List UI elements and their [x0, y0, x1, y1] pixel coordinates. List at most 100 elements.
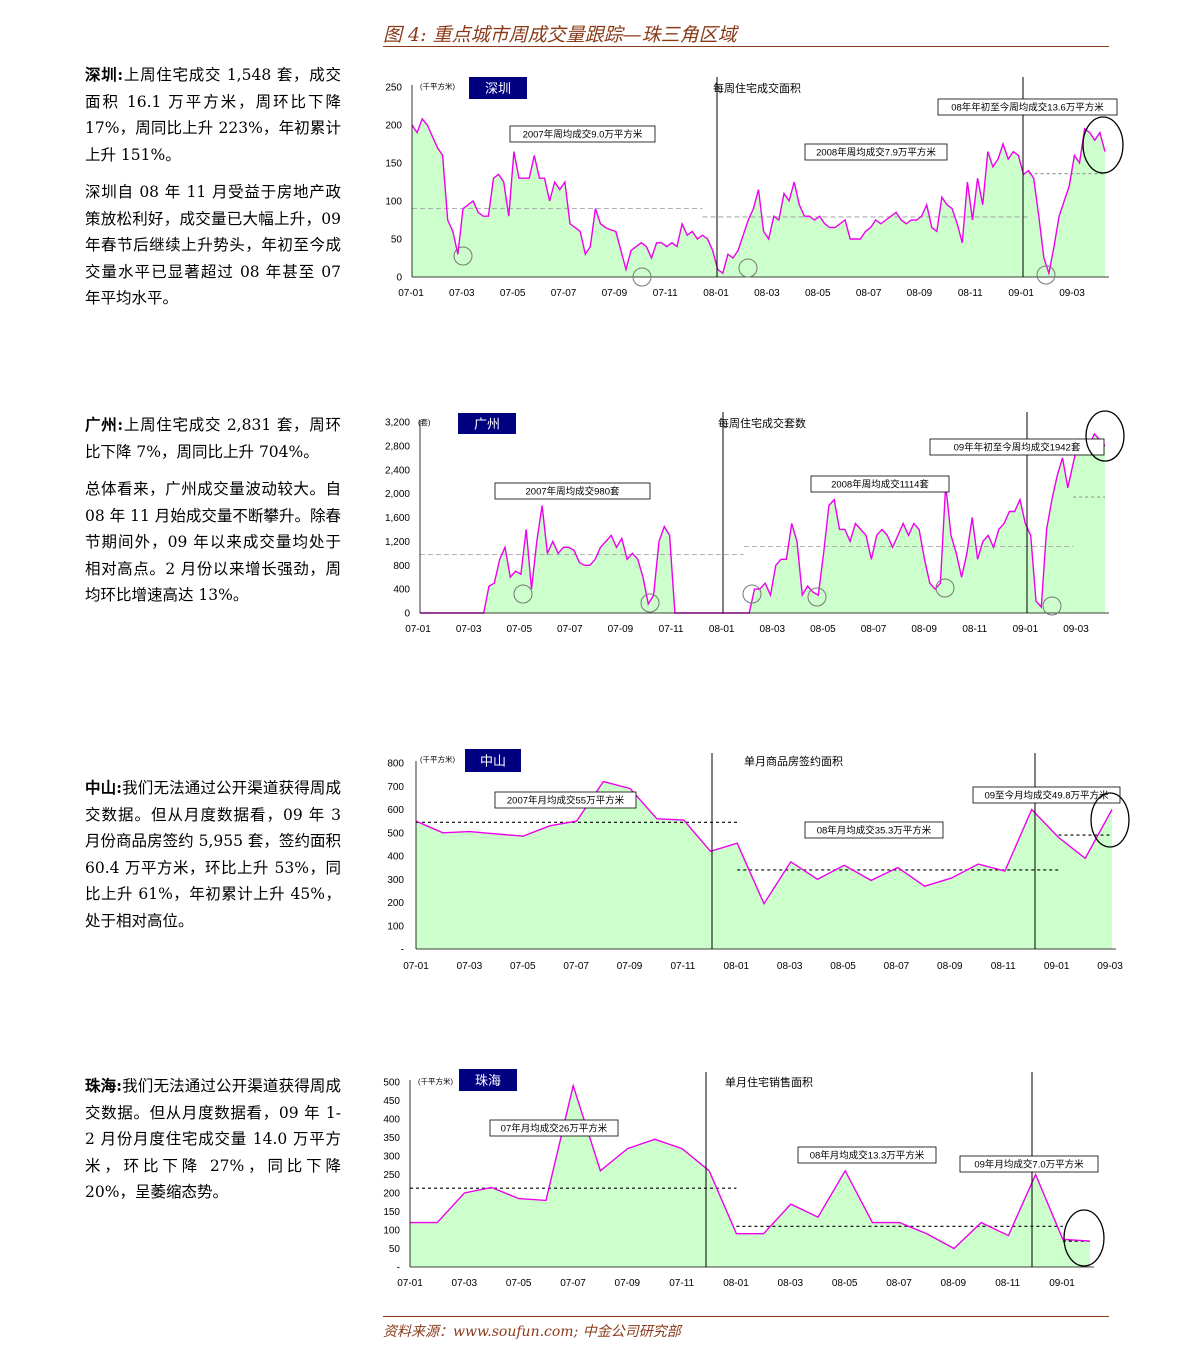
y-tick-label: 2,400: [385, 465, 410, 476]
area-fill: [412, 118, 1105, 278]
chart-guangzhou: 0 400 800 1,200 1,600 2,000 2,400 2,800 3,200 07-…: [385, 410, 1125, 635]
city-badge: [465, 749, 521, 772]
unit-label: (套): [418, 417, 431, 427]
y-tick-label: 0: [404, 609, 410, 620]
annotation-label: 08年月均成交35.3万平方米: [817, 825, 932, 837]
chart-zhongshan: - 100 200 300 400 500 600 700 800 07-01 07-03 07-05…: [387, 749, 1130, 972]
y-tick-label: 400: [387, 852, 404, 863]
x-tick-label: 08-01: [709, 624, 735, 635]
annotation-label: 2007年周均成交980套: [526, 486, 620, 498]
annotation-box: [810, 475, 950, 493]
annotation-box: [489, 1119, 619, 1137]
y-tick-label: 100: [387, 921, 404, 932]
desc-guangzhou: 广州:上周住宅成交 2,831 套，周环比下降 7%，周同比上升 704%。 总…: [85, 412, 341, 620]
y-tick-label: 400: [383, 1115, 400, 1126]
highlight-circle: [935, 578, 955, 598]
source-rule: [383, 1316, 1109, 1317]
x-tick-label: 08-05: [832, 1278, 858, 1289]
y-tick-label: 0: [396, 273, 402, 284]
x-tick-label: 07-11: [671, 961, 696, 972]
x-tick-label: 08-03: [754, 288, 780, 299]
y-tick-label: 800: [393, 561, 410, 572]
x-tick-label: 09-01: [1013, 624, 1039, 635]
x-tick-label: 07-11: [669, 1278, 694, 1289]
x-tick-label: 09-01: [1049, 1278, 1075, 1289]
x-tick-label: 07-09: [617, 961, 643, 972]
annotation-label: 2008年周均成交1114套: [831, 479, 929, 491]
desc-text: 上周住宅成交 1,548 套，成交面积 16.1 万平方米，周环比下降 17%，…: [85, 66, 341, 164]
x-tick-label: 07-01: [405, 624, 431, 635]
annotation-box: [494, 791, 637, 809]
y-tick-label: 700: [387, 782, 404, 793]
x-tick-label: 07-03: [452, 1278, 478, 1289]
x-tick-label: 08-09: [907, 288, 933, 299]
desc-zhuhai: 珠海:我们无法通过公开渠道获得周成交数据。但从月度数据看，09 年 1-2 月份…: [85, 1073, 341, 1217]
x-tick-label: 07-11: [653, 288, 678, 299]
x-tick-label: 08-09: [941, 1278, 967, 1289]
y-tick-label: 100: [383, 1226, 400, 1237]
y-tick-label: 500: [387, 828, 404, 839]
x-tick-label: 07-01: [398, 288, 424, 299]
annotation-box: [929, 438, 1105, 456]
highlight-circle: [807, 587, 827, 607]
x-tick-label: 08-07: [886, 1278, 912, 1289]
x-tick-label: 07-07: [560, 1278, 586, 1289]
annotation-label: 09年月均成交7.0万平方米: [974, 1159, 1084, 1171]
x-tick-label: 07-09: [602, 288, 628, 299]
y-tick-label: 200: [385, 121, 402, 132]
city-badge-label: 深圳: [485, 81, 511, 96]
y-tick-label: 200: [383, 1189, 400, 1200]
y-tick-label: 2,000: [385, 489, 410, 500]
y-tick-label: 250: [383, 1170, 400, 1181]
y-tick-label: -: [397, 1263, 400, 1274]
x-tick-label: 08-09: [937, 961, 963, 972]
x-tick-label: 07-01: [403, 961, 429, 972]
y-tick-label: 350: [383, 1133, 400, 1144]
chart-title: 单月商品房签约面积: [744, 754, 843, 768]
x-tick-label: 09-01: [1008, 288, 1034, 299]
title-rule: [383, 46, 1109, 47]
x-tick-label: 08-01: [724, 961, 750, 972]
y-tick-label: 2,800: [385, 441, 410, 452]
unit-label: (千平方米): [418, 1076, 453, 1086]
annotation-label: 09至今月均成交49.8万平方米: [984, 790, 1109, 802]
highlight-circle: [640, 593, 660, 613]
x-tick-label: 08-05: [810, 624, 836, 635]
x-tick-label: 08-03: [777, 961, 803, 972]
highlight-circle: [513, 584, 533, 604]
x-tick-label: 07-07: [563, 961, 589, 972]
y-tick-label: 150: [383, 1207, 400, 1218]
x-tick-label: 08-05: [830, 961, 856, 972]
x-tick-label: 08-11: [958, 288, 983, 299]
annotation-label: 2008年周均成交7.9万平方米: [816, 147, 936, 159]
x-tick-label: 08-03: [778, 1278, 804, 1289]
city-label: 深圳:: [85, 65, 124, 84]
annotation-label: 08年年初至今周均成交13.6万平方米: [951, 102, 1104, 114]
annotation-box: [509, 125, 656, 143]
x-tick-label: 08-11: [991, 961, 1016, 972]
y-tick-label: 200: [387, 898, 404, 909]
figure-title: 图 4: 重点城市周成交量跟踪—珠三角区域: [383, 24, 737, 46]
x-tick-label: 07-03: [456, 624, 482, 635]
x-tick-label: 08-03: [760, 624, 786, 635]
annotation-label: 2007年周均成交9.0万平方米: [523, 129, 643, 141]
city-label: 广州:: [85, 415, 124, 434]
highlight-circle: [738, 258, 758, 278]
highlight-circle: [1042, 596, 1062, 616]
annotation-box: [797, 1146, 937, 1164]
x-tick-label: 09-03: [1063, 624, 1089, 635]
desc-text: 我们无法通过公开渠道获得周成交数据。但从月度数据看，09 年 3 月份商品房签约…: [85, 779, 341, 930]
desc-text-2: 深圳自 08 年 11 月受益于房地产政策放松利好，成交量已大幅上升，09 年春…: [85, 183, 341, 307]
x-tick-label: 09-01: [1044, 961, 1070, 972]
city-badge: [469, 77, 527, 99]
y-tick-label: -: [401, 945, 404, 956]
annotation-label: 2007年月均成交55万平方米: [507, 795, 625, 807]
y-tick-label: 100: [385, 197, 402, 208]
source-note: 资料来源：www.soufun.com; 中金公司研究部: [383, 1324, 681, 1340]
city-badge-label: 广州: [474, 417, 500, 432]
x-tick-label: 08-09: [911, 624, 937, 635]
annotation-label: 09年年初至今周均成交1942套: [954, 442, 1081, 454]
x-tick-label: 08-07: [861, 624, 887, 635]
x-tick-label: 07-09: [615, 1278, 641, 1289]
annotation-box: [972, 786, 1121, 804]
